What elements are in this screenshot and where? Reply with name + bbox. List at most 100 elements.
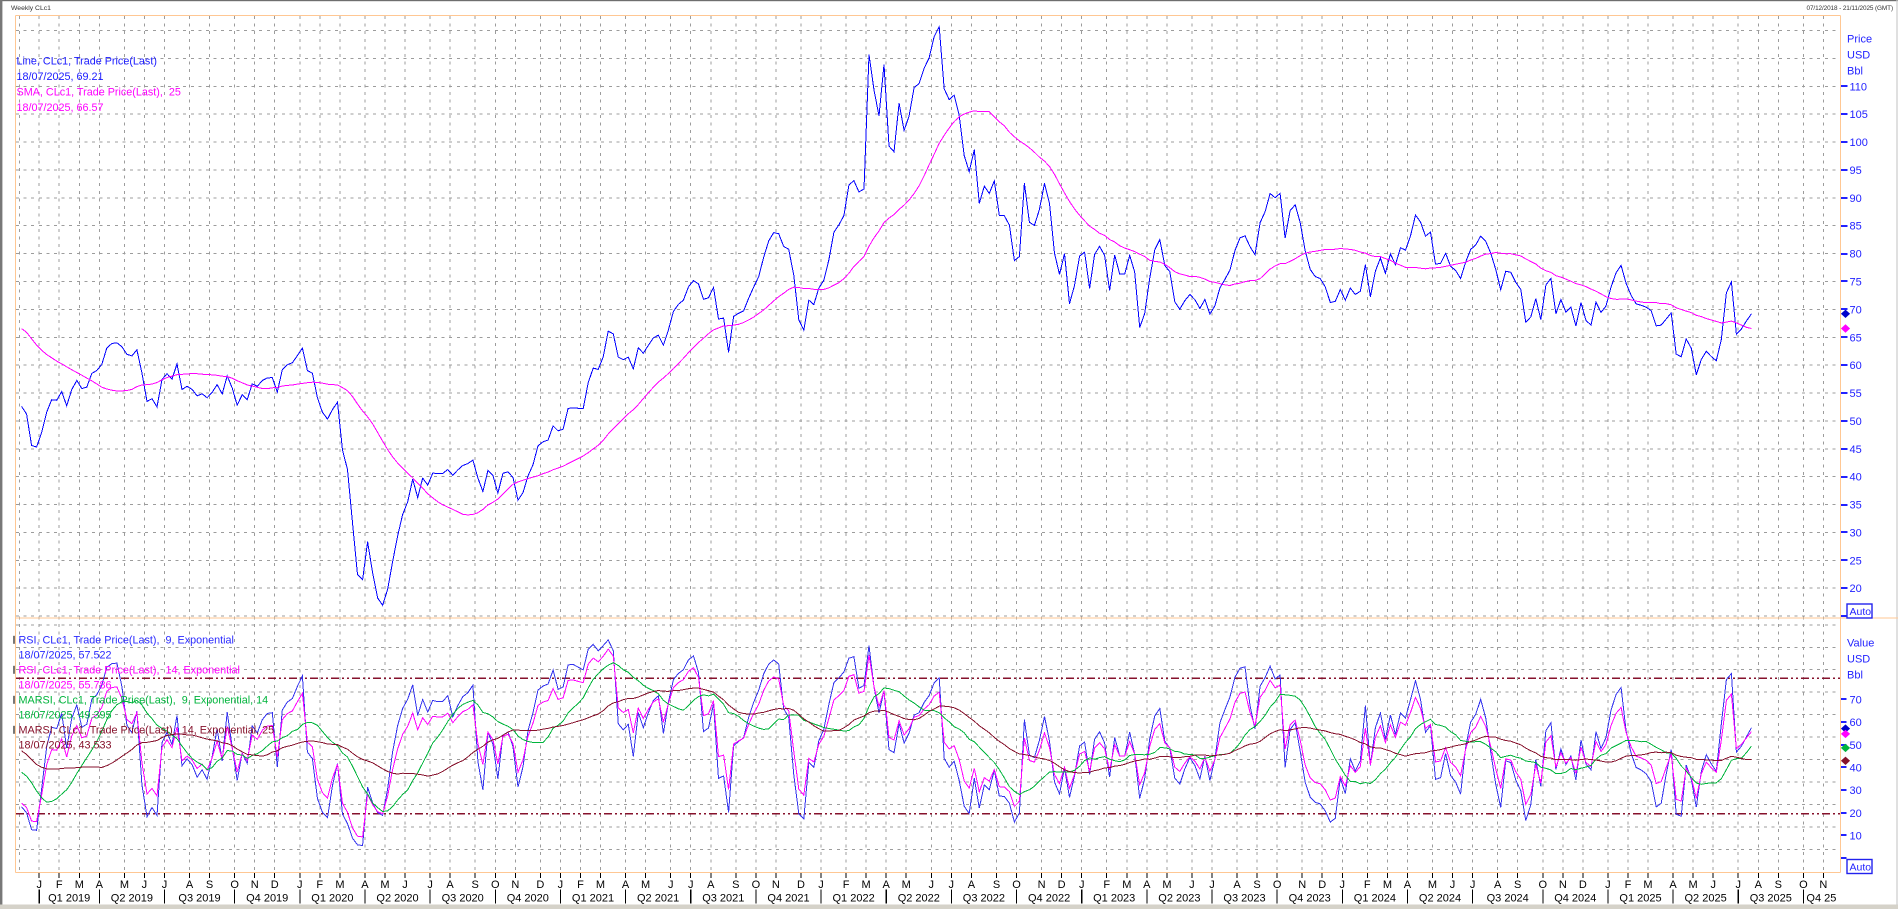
svg-text:Q4 2022: Q4 2022 xyxy=(1028,893,1070,905)
svg-text:A: A xyxy=(186,879,194,891)
svg-text:Q1 2022: Q1 2022 xyxy=(832,893,874,905)
svg-text:M: M xyxy=(380,879,389,891)
svg-text:Q2 2021: Q2 2021 xyxy=(637,893,679,905)
svg-text:20: 20 xyxy=(1850,583,1862,595)
svg-text:F: F xyxy=(56,879,63,891)
svg-text:M: M xyxy=(862,879,871,891)
svg-text:Q1 2021: Q1 2021 xyxy=(572,893,614,905)
svg-text:25: 25 xyxy=(1850,555,1862,567)
svg-text:20: 20 xyxy=(1850,808,1862,820)
svg-text:110: 110 xyxy=(1850,81,1868,93)
svg-text:Q2 2019: Q2 2019 xyxy=(111,893,153,905)
svg-text:Q4 2020: Q4 2020 xyxy=(507,893,549,905)
svg-text:Auto: Auto xyxy=(1850,606,1872,618)
svg-text:MARSI, CLc1, Trade Price(Last): MARSI, CLc1, Trade Price(Last), 9, Expon… xyxy=(19,695,269,707)
svg-text:J: J xyxy=(688,879,694,891)
svg-text:J: J xyxy=(1710,879,1716,891)
svg-text:A: A xyxy=(707,879,715,891)
svg-text:S: S xyxy=(1514,879,1521,891)
svg-text:Q4 2019: Q4 2019 xyxy=(246,893,288,905)
svg-text:M: M xyxy=(335,879,344,891)
svg-text:M: M xyxy=(1428,879,1437,891)
svg-text:18/07/2025, 49.395: 18/07/2025, 49.395 xyxy=(19,710,112,722)
svg-text:A: A xyxy=(1494,879,1502,891)
svg-text:105: 105 xyxy=(1850,109,1868,121)
svg-text:60: 60 xyxy=(1850,717,1862,729)
svg-text:F: F xyxy=(843,879,850,891)
svg-text:Q3 2019: Q3 2019 xyxy=(178,893,220,905)
svg-text:18/07/2025, 66.57: 18/07/2025, 66.57 xyxy=(17,102,104,114)
svg-text:S: S xyxy=(206,879,213,891)
svg-text:Q4 2021: Q4 2021 xyxy=(767,893,809,905)
svg-text:Q2 2024: Q2 2024 xyxy=(1419,893,1461,905)
svg-text:Bbl: Bbl xyxy=(1847,66,1863,78)
svg-text:O: O xyxy=(1799,879,1808,891)
svg-text:M: M xyxy=(902,879,911,891)
svg-text:N: N xyxy=(1559,879,1567,891)
svg-text:40: 40 xyxy=(1850,472,1862,484)
svg-text:Q3 2025: Q3 2025 xyxy=(1750,893,1792,905)
svg-text:J: J xyxy=(1470,879,1476,891)
svg-text:N: N xyxy=(1298,879,1306,891)
svg-text:60: 60 xyxy=(1850,360,1862,372)
svg-text:70: 70 xyxy=(1850,695,1862,707)
svg-text:N: N xyxy=(251,879,259,891)
svg-text:USD: USD xyxy=(1847,654,1870,666)
svg-text:N: N xyxy=(772,879,780,891)
svg-text:N: N xyxy=(1819,879,1827,891)
svg-text:J: J xyxy=(36,879,42,891)
svg-text:F: F xyxy=(577,879,584,891)
svg-text:M: M xyxy=(641,879,650,891)
svg-text:J: J xyxy=(818,879,824,891)
svg-text:Q3 2023: Q3 2023 xyxy=(1223,893,1265,905)
svg-text:65: 65 xyxy=(1850,332,1862,344)
svg-text:Q4 2023: Q4 2023 xyxy=(1289,893,1331,905)
svg-text:F: F xyxy=(316,879,323,891)
svg-text:RSI, CLc1, Trade Price(Last),: RSI, CLc1, Trade Price(Last), 14, Expone… xyxy=(19,665,240,677)
svg-text:O: O xyxy=(1539,879,1548,891)
svg-text:J: J xyxy=(929,879,935,891)
svg-text:N: N xyxy=(1038,879,1046,891)
svg-text:O: O xyxy=(1012,879,1021,891)
svg-text:M: M xyxy=(120,879,129,891)
svg-text:A: A xyxy=(446,879,454,891)
svg-text:J: J xyxy=(427,879,433,891)
svg-text:D: D xyxy=(1579,879,1587,891)
svg-text:O: O xyxy=(1273,879,1282,891)
svg-text:J: J xyxy=(1340,879,1346,891)
svg-text:18/07/2025, 69.21: 18/07/2025, 69.21 xyxy=(17,71,104,83)
svg-text:F: F xyxy=(1625,879,1632,891)
svg-text:J: J xyxy=(297,879,303,891)
svg-text:J: J xyxy=(402,879,408,891)
svg-text:M: M xyxy=(1122,879,1131,891)
svg-text:A: A xyxy=(1404,879,1412,891)
svg-text:M: M xyxy=(1383,879,1392,891)
svg-text:75: 75 xyxy=(1850,277,1862,289)
svg-text:S: S xyxy=(1775,879,1782,891)
svg-text:40: 40 xyxy=(1850,763,1862,775)
svg-text:35: 35 xyxy=(1850,500,1862,512)
svg-text:A: A xyxy=(1143,879,1151,891)
svg-text:O: O xyxy=(491,879,500,891)
svg-text:100: 100 xyxy=(1850,137,1868,149)
svg-text:Price: Price xyxy=(1847,33,1872,45)
svg-text:M: M xyxy=(1162,879,1171,891)
svg-text:USD: USD xyxy=(1847,50,1870,62)
svg-text:A: A xyxy=(1669,879,1677,891)
svg-text:S: S xyxy=(1253,879,1260,891)
svg-text:RSI, CLc1, Trade Price(Last),: RSI, CLc1, Trade Price(Last), 9, Exponen… xyxy=(19,635,234,647)
svg-text:50: 50 xyxy=(1850,740,1862,752)
svg-text:A: A xyxy=(361,879,369,891)
svg-text:Q2 2025: Q2 2025 xyxy=(1684,893,1726,905)
svg-text:M: M xyxy=(596,879,605,891)
svg-text:A: A xyxy=(1755,879,1763,891)
svg-text:55: 55 xyxy=(1850,388,1862,400)
svg-text:30: 30 xyxy=(1850,528,1862,540)
svg-text:J: J xyxy=(1079,879,1085,891)
svg-text:M: M xyxy=(1689,879,1698,891)
svg-text:Q4 2024: Q4 2024 xyxy=(1554,893,1596,905)
svg-text:Q2 2023: Q2 2023 xyxy=(1158,893,1200,905)
svg-text:S: S xyxy=(993,879,1000,891)
svg-text:80: 80 xyxy=(1850,249,1862,261)
svg-text:Q2 2020: Q2 2020 xyxy=(376,893,418,905)
